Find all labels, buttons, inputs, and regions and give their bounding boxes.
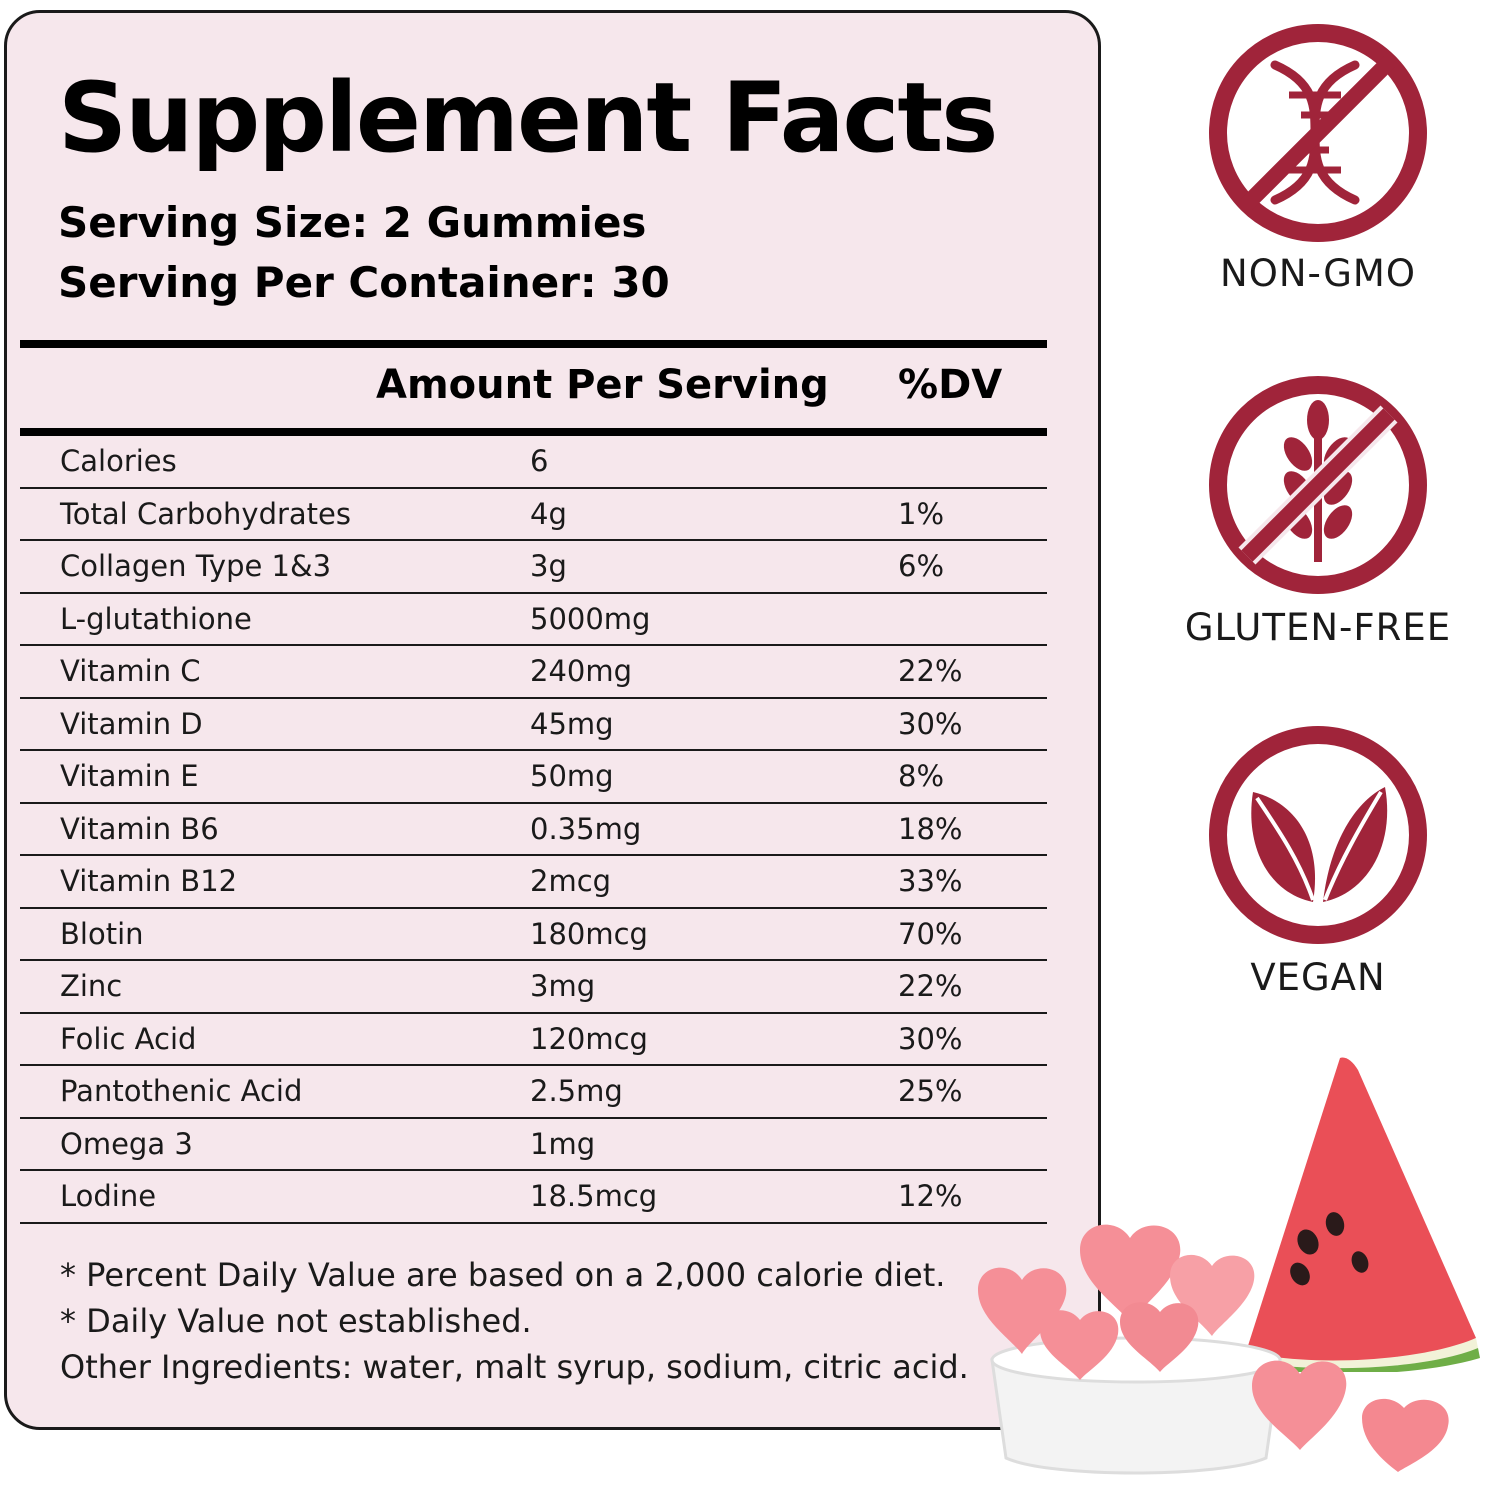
nutrient-name: Pantothenic Acid (60, 1074, 303, 1108)
nutrient-amount: 180mcg (530, 916, 648, 951)
nutrient-amount: 4g (530, 496, 567, 531)
page-title: Supplement Facts (58, 62, 998, 174)
nutrient-name: Zinc (60, 969, 123, 1003)
other-ingredients: Other Ingredients: water, malt syrup, so… (60, 1348, 969, 1386)
footnote-not-established: * Daily Value not established. (60, 1302, 532, 1340)
nutrient-name: Blotin (60, 916, 144, 951)
table-row: Lodine 18.5mcg 12% (20, 1171, 1047, 1224)
nutrient-dv: 33% (898, 864, 963, 898)
vegan-label: VEGAN (1250, 956, 1386, 999)
table-row: Calories 6 (20, 436, 1047, 489)
nutrient-dv: 12% (898, 1179, 963, 1213)
table-row: L-glutathione 5000mg (20, 594, 1047, 646)
table-row: Vitamin D 45mg 30% (20, 699, 1047, 751)
nutrient-name: Omega 3 (60, 1126, 193, 1161)
nutrient-name: Vitamin E (60, 759, 199, 793)
nutrient-name: Folic Acid (60, 1021, 197, 1056)
nutrient-dv: 30% (898, 1021, 963, 1056)
no-dna-icon (1209, 24, 1427, 242)
nutrient-name: L-glutathione (60, 601, 252, 636)
header-divider (20, 428, 1047, 436)
nutrient-amount: 0.35mg (530, 811, 642, 846)
header-daily-value: %DV (898, 362, 1003, 408)
nutrient-amount: 2mcg (530, 864, 612, 898)
table-row: Folic Acid 120mcg 30% (20, 1014, 1047, 1066)
non-gmo-label: NON-GMO (1220, 252, 1416, 295)
top-divider (20, 340, 1047, 348)
table-row: Total Carbohydrates 4g 1% (20, 489, 1047, 541)
watermelon-slice-image (1246, 1057, 1480, 1372)
table-row: Vitamin C 240mg 22% (20, 646, 1047, 699)
nutrient-name: Vitamin B12 (60, 864, 238, 898)
nutrient-table: Calories 6 Total Carbohydrates 4g 1% Collag… (20, 436, 1047, 1224)
nutrient-amount: 5000mg (530, 601, 651, 636)
nutrient-name: Lodine (60, 1179, 157, 1213)
gummies-bowl-image (978, 1224, 1449, 1475)
table-row: Blotin 180mcg 70% (20, 909, 1047, 961)
nutrient-amount: 240mg (530, 654, 633, 688)
serving-size: Serving Size: 2 Gummies (58, 198, 647, 247)
servings-per-container: Serving Per Container: 30 (58, 258, 670, 307)
nutrient-amount: 1mg (530, 1126, 596, 1161)
leaves-icon (1209, 726, 1427, 944)
nutrient-dv: 18% (898, 811, 963, 846)
nutrient-dv: 1% (898, 496, 945, 531)
nutrient-amount: 18.5mcg (530, 1179, 658, 1213)
nutrient-amount: 45mg (530, 706, 614, 741)
nutrient-name: Total Carbohydrates (60, 496, 352, 531)
nutrient-dv: 8% (898, 759, 945, 793)
table-row: Vitamin B6 0.35mg 18% (20, 804, 1047, 856)
nutrient-name: Vitamin C (60, 654, 201, 688)
gluten-free-label: GLUTEN-FREE (1184, 606, 1452, 649)
nutrient-amount: 2.5mg (530, 1074, 623, 1108)
nutrient-name: Vitamin B6 (60, 811, 219, 846)
table-row: Zinc 3mg 22% (20, 961, 1047, 1014)
nutrient-dv: 70% (898, 916, 963, 951)
table-row: Vitamin B12 2mcg 33% (20, 856, 1047, 909)
nutrient-dv: 25% (898, 1074, 963, 1108)
nutrient-name: Collagen Type 1&3 (60, 549, 332, 583)
table-row: Omega 3 1mg (20, 1119, 1047, 1171)
nutrient-amount: 50mg (530, 759, 614, 793)
nutrient-name: Vitamin D (60, 706, 203, 741)
nutrient-dv: 22% (898, 969, 963, 1003)
nutrient-name: Calories (60, 444, 177, 478)
nutrient-amount: 3g (530, 549, 567, 583)
header-amount-per-serving: Amount Per Serving (376, 362, 829, 408)
footnote-daily-value: * Percent Daily Value are based on a 2,0… (60, 1256, 946, 1294)
nutrient-amount: 6 (530, 444, 549, 478)
nutrient-amount: 3mg (530, 969, 596, 1003)
table-row: Vitamin E 50mg 8% (20, 751, 1047, 804)
nutrient-amount: 120mcg (530, 1021, 648, 1056)
nutrient-dv: 6% (898, 549, 945, 583)
table-row: Pantothenic Acid 2.5mg 25% (20, 1066, 1047, 1119)
table-row: Collagen Type 1&3 3g 6% (20, 541, 1047, 594)
supplement-facts-panel (4, 10, 1101, 1430)
nutrient-dv: 22% (898, 654, 963, 688)
nutrient-dv: 30% (898, 706, 963, 741)
no-wheat-icon (1209, 376, 1427, 594)
